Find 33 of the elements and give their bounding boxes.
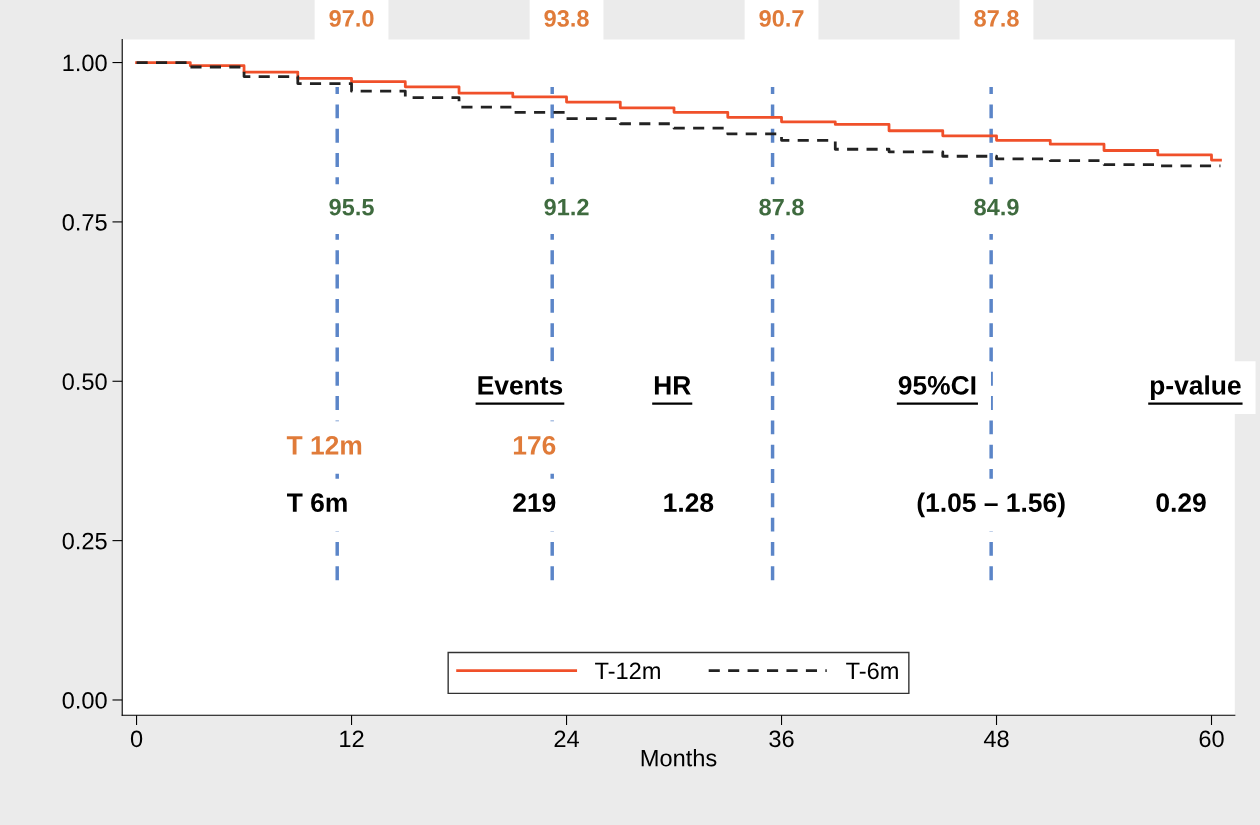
legend-label: T-12m: [595, 662, 660, 679]
annotation: 95%CI: [898, 376, 976, 395]
annotation: 0.29: [1156, 493, 1206, 513]
text: 87.8: [974, 10, 1019, 27]
y-tick-label: 0.25: [62, 532, 107, 550]
annotation: p-value: [1150, 375, 1241, 400]
annotation: 91.2: [544, 198, 589, 216]
x-tick-label: 24: [554, 730, 579, 747]
legend-label: T-6m: [846, 662, 898, 680]
y-tick-label: 0.00: [62, 692, 107, 709]
annotation: HR: [654, 376, 691, 395]
y-tick-label: 1.00: [63, 54, 107, 72]
annotation: Events: [478, 376, 563, 395]
y-tick-label: 0.50: [62, 373, 107, 391]
x-tick-label: 36: [769, 730, 794, 748]
text: 93.8: [544, 10, 589, 27]
text: 90.7: [759, 10, 804, 27]
annotation: 176: [513, 435, 556, 455]
annotation: 87.8: [759, 198, 804, 216]
annotation: (1.05 – 1.56): [917, 492, 1065, 518]
annotation: 84.9: [974, 198, 1019, 216]
text: 97.0: [329, 10, 374, 27]
x-tick-label: 60: [1199, 730, 1224, 748]
annotation: 1.28: [664, 493, 714, 513]
annotation: 95.5: [329, 198, 374, 216]
y-tick-label: 0.75: [62, 213, 107, 231]
annotation: T 12m: [286, 435, 362, 455]
annotation: T 6m: [287, 493, 347, 513]
x-tick-label: 48: [983, 730, 1009, 748]
x-tick-label: 12: [340, 730, 364, 747]
annotation: 219: [513, 493, 556, 513]
x-tick-label: 0: [130, 730, 143, 748]
x-axis-title: Months: [641, 749, 717, 767]
